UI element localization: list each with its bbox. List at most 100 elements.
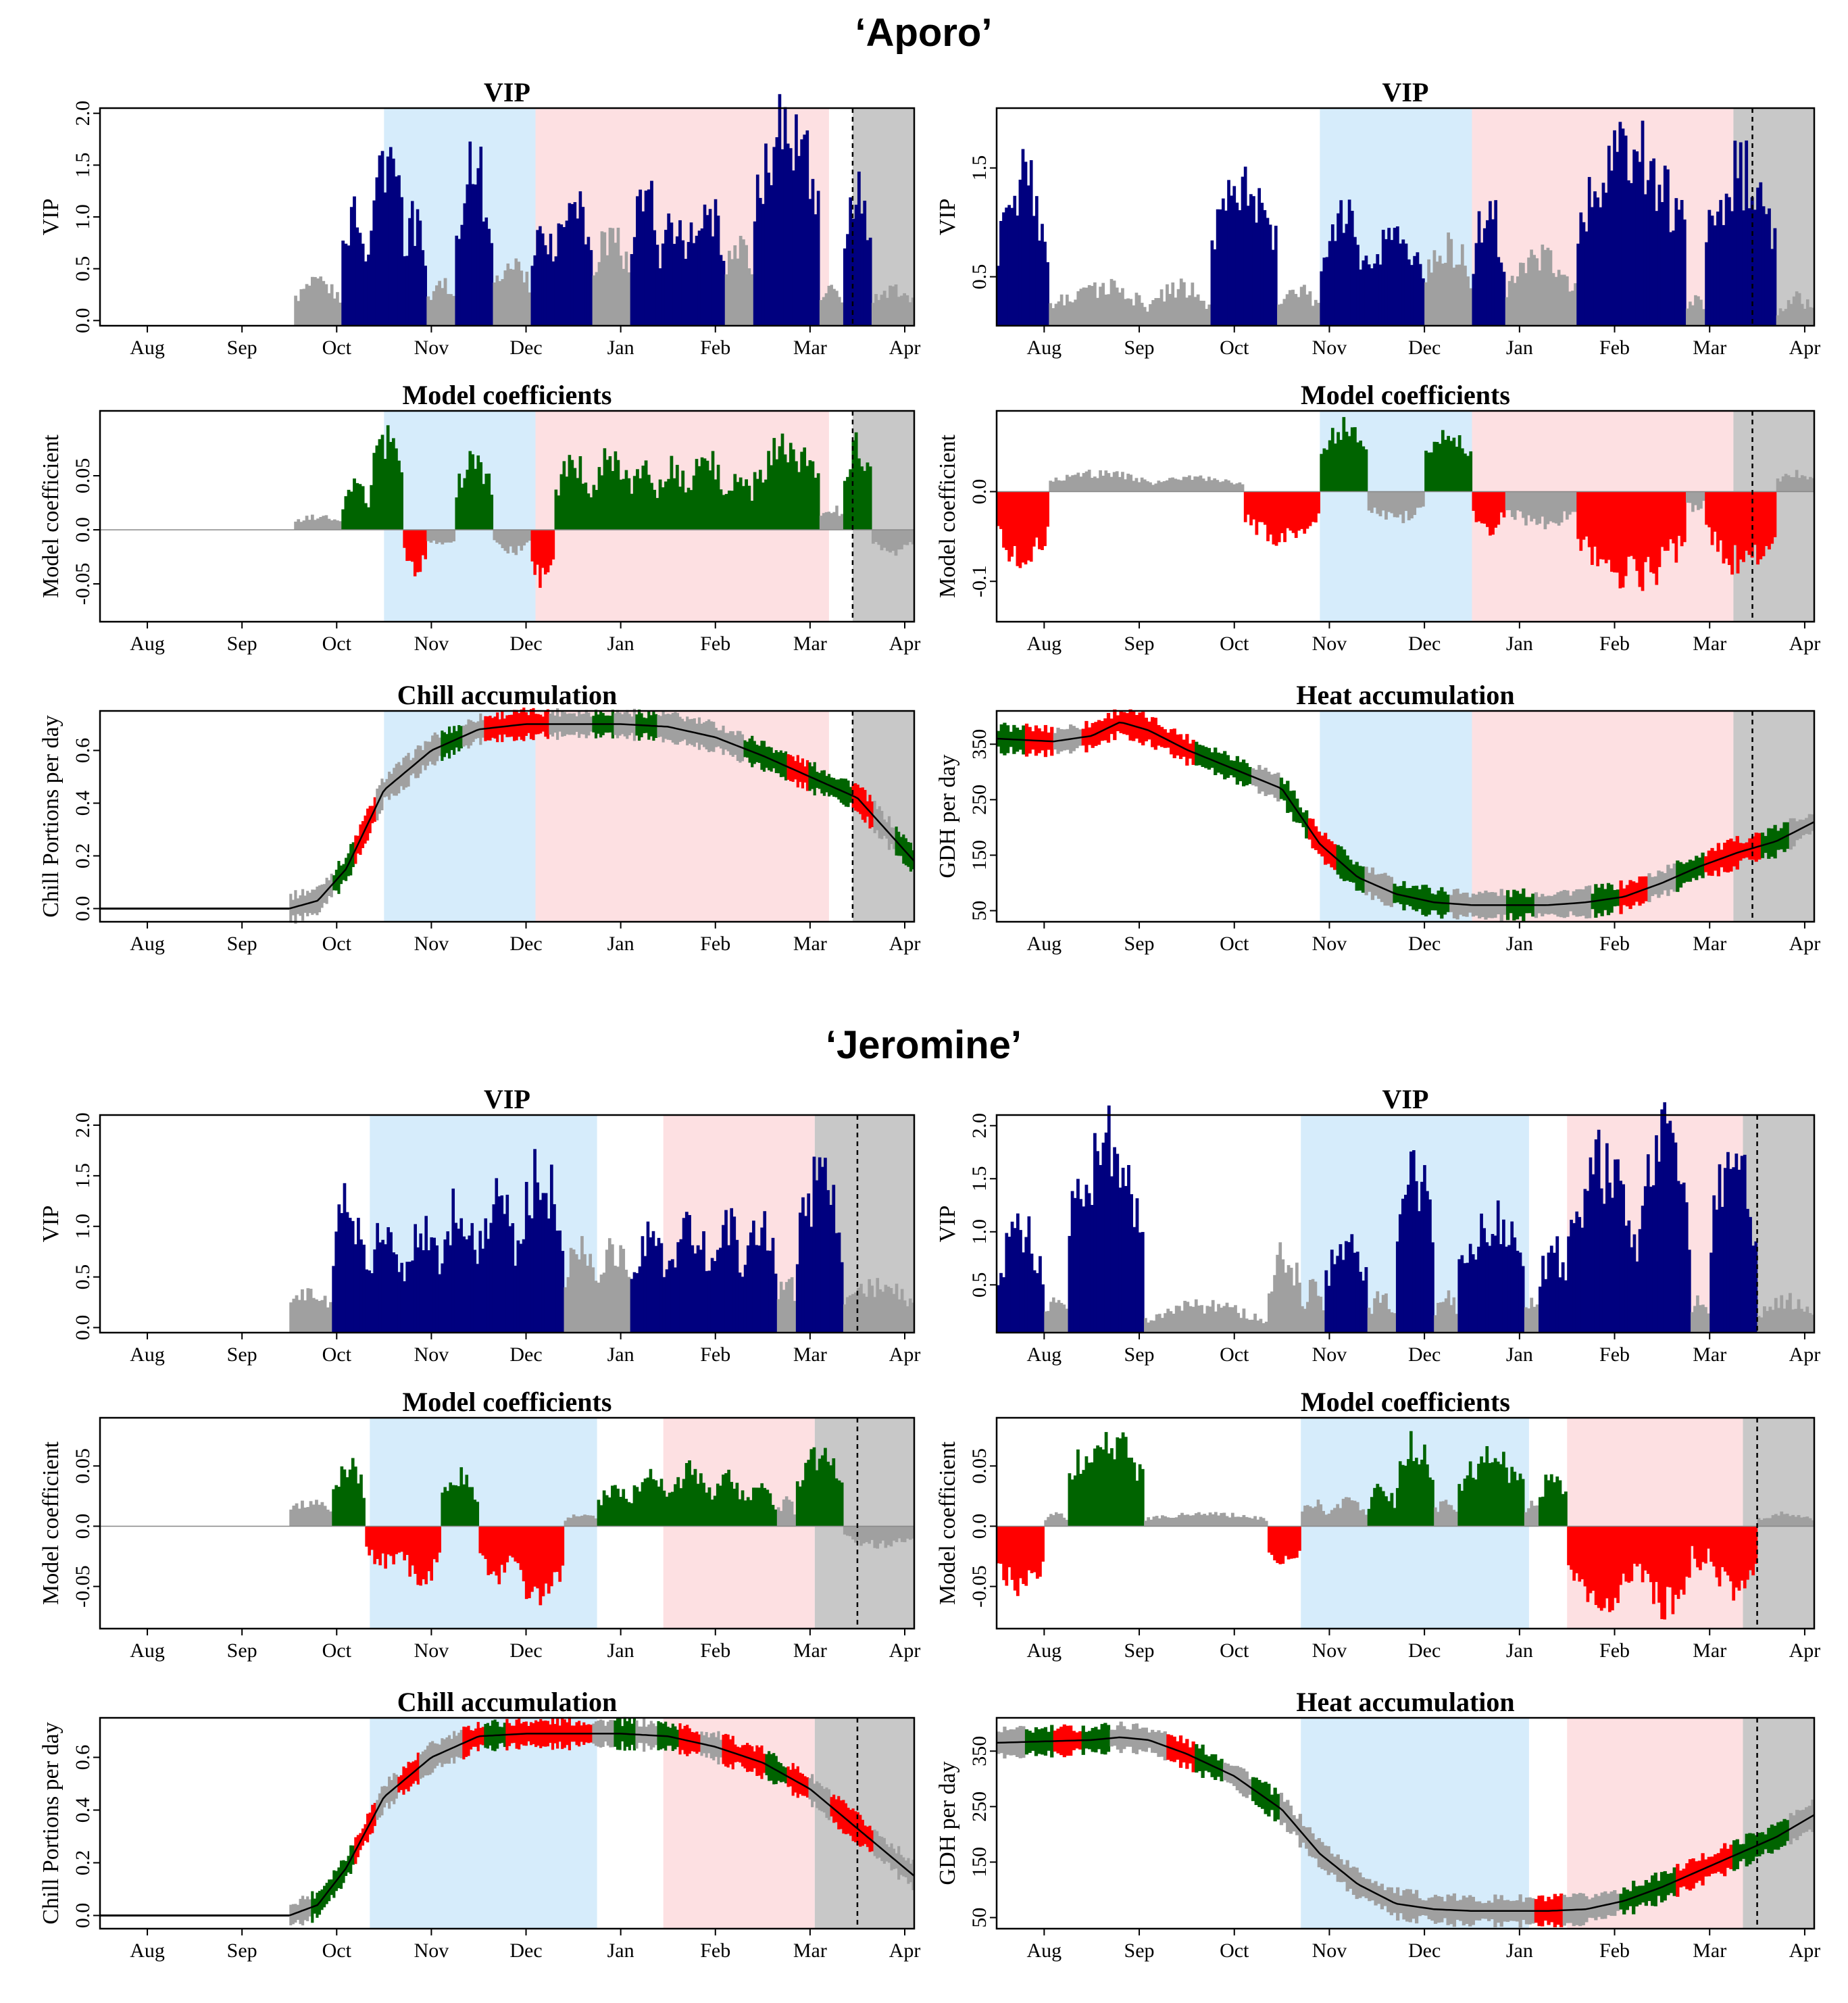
bar <box>1186 1302 1190 1333</box>
bar <box>1438 443 1442 492</box>
bar <box>865 1296 868 1333</box>
x-tick-label: Apr <box>1789 1639 1821 1662</box>
bar <box>826 1190 830 1333</box>
bar <box>340 1466 344 1527</box>
bar <box>679 1239 683 1333</box>
bar <box>395 448 398 530</box>
bar <box>835 505 839 530</box>
bar <box>1395 1241 1399 1333</box>
cultivar-title-jeromine: ‘Jeromine’ <box>826 1023 1022 1067</box>
bar <box>1544 1279 1548 1333</box>
bar <box>815 1470 819 1527</box>
bar <box>1376 1291 1380 1333</box>
bar <box>1330 1510 1334 1527</box>
bar <box>1641 1526 1645 1583</box>
bar <box>1784 309 1788 326</box>
bar <box>1507 1483 1511 1527</box>
bar <box>1583 1526 1587 1587</box>
bar <box>627 478 631 530</box>
x-tick-label: Feb <box>700 337 730 359</box>
bar <box>1005 1526 1009 1586</box>
bar <box>1132 305 1136 326</box>
bar <box>1200 1514 1203 1527</box>
bar <box>427 1526 431 1572</box>
bar <box>370 485 374 530</box>
bar <box>1745 140 1749 326</box>
bar <box>1320 453 1324 492</box>
bar <box>632 1272 636 1333</box>
bar <box>1416 252 1420 326</box>
bar <box>1426 1464 1429 1527</box>
bar <box>1716 212 1720 326</box>
bar <box>294 295 297 326</box>
bar <box>805 130 809 326</box>
bar <box>580 1236 584 1333</box>
bar <box>849 469 853 530</box>
bar <box>574 1254 578 1333</box>
bar <box>1466 1262 1470 1333</box>
bar <box>622 1248 626 1333</box>
bar <box>699 1250 703 1333</box>
bar <box>1787 300 1791 326</box>
bar <box>1062 1304 1066 1333</box>
bar <box>1781 311 1785 326</box>
bar <box>1350 210 1354 326</box>
bar <box>1294 491 1298 539</box>
x-tick-label: Nov <box>1312 337 1347 359</box>
x-tick-label: Mar <box>1693 933 1726 955</box>
bar <box>1696 1295 1699 1333</box>
y-tick-label: 0.0 <box>968 1514 991 1539</box>
bar <box>1452 268 1456 326</box>
bar <box>1057 480 1061 492</box>
bar <box>1811 478 1815 492</box>
bar <box>1191 282 1195 326</box>
bar <box>348 1469 352 1527</box>
bar <box>854 1292 857 1333</box>
y-tick-label: 250 <box>968 785 991 815</box>
bar <box>465 1239 469 1333</box>
bar <box>1638 162 1642 326</box>
x-tick-label: Nov <box>414 633 449 655</box>
bar <box>1471 1477 1475 1527</box>
bar <box>1561 1493 1565 1527</box>
bar <box>614 1485 617 1527</box>
bar <box>776 1299 780 1333</box>
bar <box>1418 1464 1421 1527</box>
bar <box>1704 1526 1707 1564</box>
bar <box>664 230 668 326</box>
bar <box>1632 1526 1637 1564</box>
bar <box>484 1218 488 1333</box>
bar <box>1047 1310 1050 1333</box>
x-tick-label: Aug <box>130 1343 165 1366</box>
bar <box>455 235 459 326</box>
bar <box>1663 1102 1667 1333</box>
bar <box>1172 1518 1176 1527</box>
bar <box>583 1254 586 1333</box>
bar <box>1768 491 1771 550</box>
bar <box>1355 1502 1359 1527</box>
bar <box>1616 491 1620 573</box>
bar <box>1381 230 1385 326</box>
bar <box>353 1244 357 1333</box>
bar <box>1295 1526 1299 1558</box>
bar <box>1112 472 1116 492</box>
bar <box>1096 478 1099 492</box>
bar <box>624 470 628 530</box>
bar <box>733 245 737 326</box>
bar <box>808 460 812 530</box>
bar <box>1039 1256 1042 1333</box>
bar <box>1196 476 1200 492</box>
bar <box>1242 1514 1246 1527</box>
bar <box>1482 491 1487 524</box>
bar <box>820 1166 824 1333</box>
bar <box>1132 1227 1137 1333</box>
bar <box>1502 1219 1505 1333</box>
bar <box>661 487 665 530</box>
bar <box>1756 187 1759 326</box>
bar <box>424 266 428 326</box>
bar <box>1491 1234 1495 1333</box>
bar <box>1208 1512 1212 1527</box>
bar <box>1013 491 1017 547</box>
y-tick-label: 0.5 <box>968 264 991 290</box>
bar <box>741 1490 745 1527</box>
